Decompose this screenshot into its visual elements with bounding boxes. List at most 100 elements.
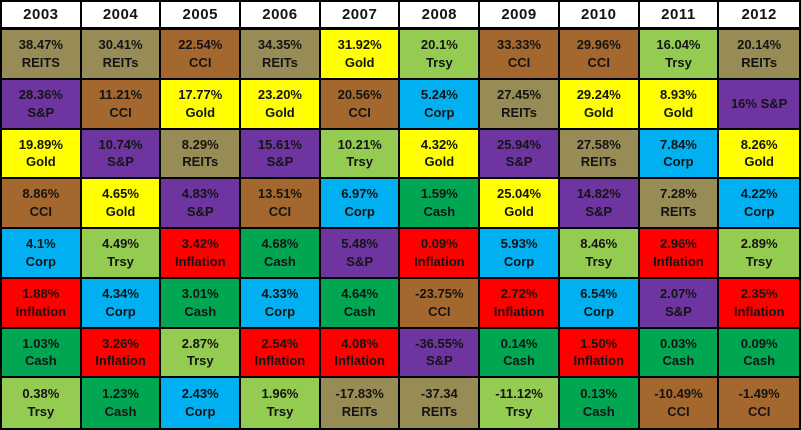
return-value: 11.21% bbox=[98, 86, 143, 102]
return-cell-2004-rank8: 1.23% Cash bbox=[81, 378, 162, 428]
return-cell-2007-rank3: 10.21% Trsy bbox=[320, 129, 401, 180]
return-cell-2006-rank8: 1.96% Trsy bbox=[241, 378, 321, 428]
asset-class-label: REITs bbox=[660, 204, 697, 220]
year-header-2008: 2008 bbox=[400, 2, 481, 30]
return-cell-2004-rank6: 4.34% Corp bbox=[81, 278, 162, 329]
return-value: 4.34% bbox=[102, 285, 139, 301]
return-value: 2.07% bbox=[660, 285, 697, 301]
return-value: 8.86% bbox=[22, 186, 60, 202]
return-cell-2007-rank7: 4.08% Inflation bbox=[320, 328, 401, 379]
return-value: -11.12% bbox=[495, 386, 543, 402]
return-cell-2003-rank2: 28.36% S&P bbox=[2, 79, 82, 130]
return-cell-2011-rank2: 8.93% Gold bbox=[639, 79, 720, 130]
return-cell-2006-rank7: 2.54% Inflation bbox=[241, 328, 321, 379]
return-value: 27.45% bbox=[496, 86, 542, 102]
return-cell-2011-rank7: 0.03% Cash bbox=[639, 328, 720, 379]
return-cell-2003-rank8: 0.38% Trsy bbox=[2, 378, 82, 428]
return-cell-2005-rank2: 17.77% Gold bbox=[161, 79, 242, 130]
return-value: -10.49% bbox=[654, 386, 703, 402]
return-value: 8.26% bbox=[740, 136, 778, 152]
year-header-2003: 2003 bbox=[2, 2, 82, 30]
return-value: 7.84% bbox=[660, 136, 697, 152]
year-header-2009: 2009 bbox=[480, 2, 560, 30]
asset-class-label: Gold bbox=[185, 104, 216, 120]
return-cell-2007-rank4: 6.97% Corp bbox=[320, 179, 401, 229]
asset-class-label: Gold bbox=[424, 154, 455, 170]
asset-class-label: Trsy bbox=[665, 54, 692, 70]
return-cell-2005-rank7: 2.87% Trsy bbox=[161, 328, 242, 379]
return-cell-2010-rank8: 0.13% Cash bbox=[559, 378, 640, 428]
return-cell-2004-rank5: 4.49% Trsy bbox=[81, 229, 162, 279]
return-cell-2010-rank4: 14.82% S&P bbox=[559, 179, 640, 229]
return-cell-2006-rank6: 4.33% Corp bbox=[241, 278, 321, 329]
asset-class-label: Gold bbox=[504, 204, 534, 220]
asset-class-label: Cash bbox=[104, 404, 137, 420]
asset-class-label: Trsy bbox=[505, 404, 533, 420]
return-value: 2.96% bbox=[660, 236, 697, 252]
return-cell-2012-rank2: 16% S&P bbox=[719, 79, 799, 130]
year-header-2006: 2006 bbox=[241, 2, 321, 30]
return-value: 4.83% bbox=[181, 186, 219, 202]
asset-class-label: S&P bbox=[27, 104, 55, 120]
return-value: 4.1% bbox=[26, 236, 56, 252]
return-cell-2003-rank7: 1.03% Cash bbox=[2, 328, 82, 379]
return-value: 13.51% bbox=[257, 186, 302, 202]
return-value: 5.93% bbox=[500, 236, 538, 252]
return-value: 30.41% bbox=[98, 37, 143, 53]
return-cell-2012-rank5: 2.89% Trsy bbox=[719, 229, 799, 279]
return-value: 4.33% bbox=[261, 285, 299, 301]
asset-class-label: S&P bbox=[266, 154, 294, 170]
asset-class-label: Inflation bbox=[15, 303, 67, 319]
asset-class-label: Inflation bbox=[573, 353, 625, 369]
return-value: 16% S&P bbox=[730, 95, 788, 111]
return-cell-2008-rank5: 0.09% Inflation bbox=[400, 229, 481, 279]
return-value: 0.14% bbox=[500, 335, 538, 351]
return-value: 1.03% bbox=[22, 335, 60, 351]
asset-class-label: CCI bbox=[667, 404, 690, 420]
return-cell-2008-rank3: 4.32% Gold bbox=[400, 129, 481, 180]
asset-class-label: Trsy bbox=[425, 54, 453, 70]
return-cell-2010-rank1: 29.96% CCI bbox=[559, 30, 640, 80]
return-cell-2006-rank2: 23.20% Gold bbox=[241, 79, 321, 130]
return-cell-2008-rank2: 5.24% Corp bbox=[400, 79, 481, 130]
return-cell-2011-rank8: -10.49% CCI bbox=[639, 378, 720, 428]
return-cell-2005-rank1: 22.54% CCI bbox=[161, 30, 242, 80]
return-cell-2012-rank1: 20.14% REITs bbox=[719, 30, 799, 80]
return-value: 6.54% bbox=[580, 285, 618, 301]
asset-class-label: S&P bbox=[585, 204, 613, 220]
asset-class-label: Cash bbox=[662, 353, 695, 369]
return-cell-2005-rank8: 2.43% Corp bbox=[161, 378, 242, 428]
asset-class-label: Trsy bbox=[745, 253, 773, 269]
return-value: 20.1% bbox=[420, 37, 458, 53]
year-header-2005: 2005 bbox=[161, 2, 242, 30]
return-value: 0.03% bbox=[660, 335, 697, 351]
return-cell-2004-rank3: 10.74% S&P bbox=[81, 129, 162, 180]
return-cell-2005-rank4: 4.83% S&P bbox=[161, 179, 242, 229]
return-value: 29.24% bbox=[576, 86, 621, 102]
return-cell-2007-rank2: 20.56% CCI bbox=[320, 79, 401, 130]
return-cell-2009-rank4: 25.04% Gold bbox=[480, 179, 560, 229]
return-cell-2007-rank8: -17.83% REITs bbox=[320, 378, 401, 428]
return-value: 1.59% bbox=[420, 186, 458, 202]
asset-class-label: Inflation bbox=[733, 303, 785, 319]
return-cell-2004-rank4: 4.65% Gold bbox=[81, 179, 162, 229]
return-cell-2012-rank4: 4.22% Corp bbox=[719, 179, 799, 229]
return-cell-2012-rank3: 8.26% Gold bbox=[719, 129, 799, 180]
return-value: 34.35% bbox=[257, 37, 302, 53]
asset-class-label: REITs bbox=[741, 54, 778, 70]
return-cell-2004-rank1: 30.41% REITs bbox=[81, 30, 162, 80]
asset-class-label: REITs bbox=[501, 104, 537, 120]
return-value: -23.75% bbox=[415, 285, 464, 301]
asset-class-label: Corp bbox=[25, 253, 57, 269]
return-value: 3.01% bbox=[181, 285, 219, 301]
asset-class-label: Inflation bbox=[493, 303, 545, 319]
asset-class-label: Trsy bbox=[186, 353, 214, 369]
return-cell-2011-rank1: 16.04% Trsy bbox=[639, 30, 720, 80]
return-cell-2005-rank5: 3.42% Inflation bbox=[161, 229, 242, 279]
return-cell-2009-rank3: 25.94% S&P bbox=[480, 129, 560, 180]
return-cell-2012-rank7: 0.09% Cash bbox=[719, 328, 799, 379]
return-cell-2010-rank7: 1.50% Inflation bbox=[559, 328, 640, 379]
asset-class-label: Gold bbox=[105, 204, 136, 220]
return-value: 2.89% bbox=[740, 236, 778, 252]
